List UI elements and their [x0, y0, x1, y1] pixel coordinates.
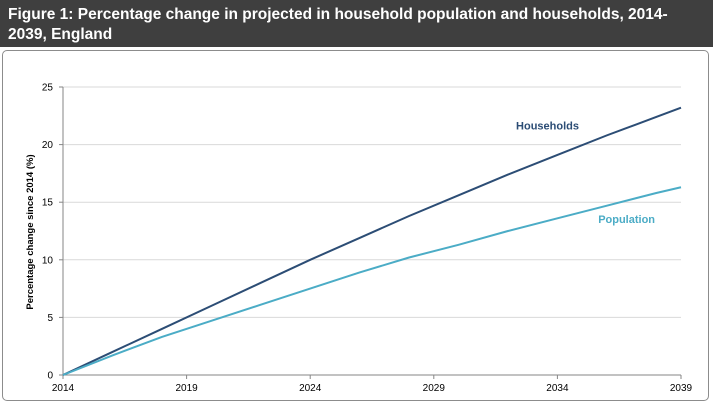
x-tick-label: 2039 [670, 383, 693, 394]
series-line-population [62, 186, 682, 376]
x-tick-label: 2029 [423, 383, 446, 394]
y-tick-label: 0 [47, 371, 53, 382]
y-tick-label: 10 [42, 255, 54, 266]
series-line-households [62, 106, 682, 376]
series-label-population: Population [598, 214, 655, 226]
y-tick-label: 20 [42, 140, 54, 151]
chart-frame [2, 50, 709, 401]
series-label-households: Households [516, 121, 579, 133]
x-tick-label: 2014 [52, 383, 75, 394]
series-labels: Households Population [516, 121, 655, 226]
axes [59, 86, 682, 379]
figure-title: Figure 1: Percentage change in projected… [0, 0, 713, 47]
x-tick-label: 2034 [546, 383, 569, 394]
gridlines [63, 86, 681, 318]
y-tick-label: 25 [42, 83, 54, 94]
x-tick-label: 2019 [175, 383, 198, 394]
x-tick-label: 2024 [299, 383, 322, 394]
y-tick-label: 15 [42, 198, 54, 209]
series-lines [62, 106, 682, 376]
y-axis-title: Percentage change since 2014 (%) [25, 154, 36, 309]
y-tick-labels: 0 5 10 15 20 25 [42, 83, 54, 382]
y-tick-label: 5 [47, 313, 53, 324]
x-tick-labels: 2014 2019 2024 2029 2034 2039 [52, 383, 693, 394]
